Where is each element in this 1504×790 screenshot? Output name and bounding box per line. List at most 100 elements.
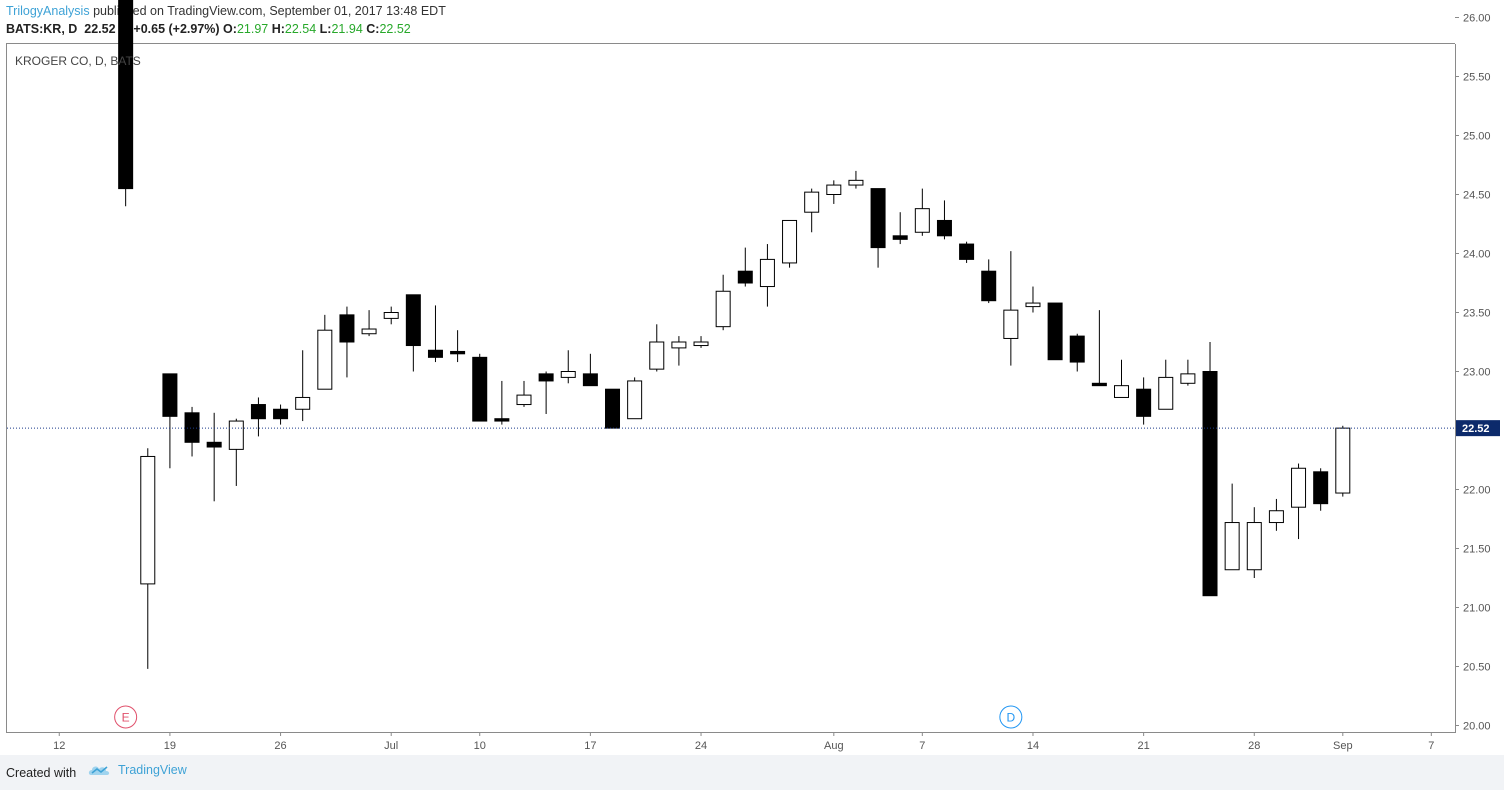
candle[interactable]	[472, 353, 488, 422]
candle[interactable]	[361, 310, 377, 337]
earnings-marker-circle	[114, 705, 138, 729]
candle[interactable]	[494, 380, 510, 425]
candle[interactable]	[162, 373, 178, 469]
candle[interactable]	[560, 350, 576, 384]
candle[interactable]	[184, 406, 200, 457]
candle-body-up	[383, 312, 399, 319]
candle[interactable]	[649, 324, 665, 372]
time-axis[interactable]: 12 19 26 Jul 10 17 24 Aug 7 14 21 28 Sep 7	[7, 732, 1455, 752]
x-tick-label: 14	[1027, 740, 1039, 752]
candle[interactable]	[295, 350, 311, 422]
candle[interactable]	[1136, 377, 1152, 425]
candle[interactable]	[848, 170, 864, 189]
candle[interactable]	[892, 212, 908, 245]
candle[interactable]	[1025, 286, 1041, 313]
candle-body-up	[560, 371, 576, 378]
candle[interactable]	[1224, 483, 1240, 571]
candle-body-down	[206, 441, 222, 448]
candle[interactable]	[693, 336, 709, 348]
x-tick-label: 7	[919, 740, 925, 752]
candle[interactable]	[582, 353, 598, 387]
y-tick-label: 20.50	[1463, 662, 1491, 674]
candle[interactable]	[826, 180, 842, 204]
candle-body-down	[427, 349, 443, 358]
created-with-text: Created with	[6, 766, 77, 780]
candle[interactable]	[804, 188, 820, 233]
ohlc-legend: BATS:KR, D 22.52 ▲ +0.65 (+2.97%) O:21.9…	[6, 22, 411, 38]
candle-body-up	[804, 191, 820, 213]
candle[interactable]	[671, 336, 687, 366]
x-tick-label: 28	[1248, 740, 1260, 752]
candle[interactable]	[936, 200, 952, 240]
candle[interactable]	[1047, 302, 1063, 361]
candle[interactable]	[427, 305, 443, 363]
tradingview-link[interactable]: TradingView	[88, 763, 187, 777]
candle[interactable]	[405, 294, 421, 372]
candle-body-down	[981, 270, 997, 302]
dividend-marker-circle	[999, 705, 1023, 729]
candle[interactable]	[959, 241, 975, 263]
x-tick-label: 7	[1428, 740, 1434, 752]
candle[interactable]	[759, 244, 775, 307]
dividend-marker-label: D	[1007, 711, 1016, 725]
x-tick-label: Aug	[824, 740, 844, 752]
candle[interactable]	[140, 448, 156, 669]
candle[interactable]	[339, 306, 355, 378]
candle-body-down	[582, 373, 598, 387]
candle-body-up	[782, 219, 798, 264]
candle[interactable]	[118, 0, 134, 207]
candle-body-down	[737, 270, 753, 284]
candle[interactable]	[1091, 310, 1107, 387]
candle[interactable]	[273, 404, 289, 425]
candle[interactable]	[870, 188, 886, 268]
candle[interactable]	[1291, 463, 1307, 540]
dividend-marker[interactable]: D	[999, 705, 1023, 729]
candle[interactable]	[1180, 359, 1196, 386]
open-label: O:	[223, 22, 237, 36]
publisher-link[interactable]: TrilogyAnalysis	[6, 4, 90, 18]
candle-body-down	[472, 356, 488, 422]
candle[interactable]	[516, 380, 532, 407]
candle[interactable]	[450, 330, 466, 363]
candle[interactable]	[1202, 342, 1218, 597]
candle-body-down	[339, 314, 355, 343]
candle[interactable]	[737, 247, 753, 287]
candle-body-down	[162, 373, 178, 417]
candle[interactable]	[538, 371, 554, 414]
candle[interactable]	[715, 274, 731, 331]
earnings-marker[interactable]: E	[114, 705, 138, 729]
candle[interactable]	[1069, 333, 1085, 372]
candle-body-down	[870, 188, 886, 249]
candle-body-down	[1136, 388, 1152, 417]
candle-body-down	[494, 418, 510, 422]
candle[interactable]	[1335, 425, 1351, 497]
candle-body-down	[273, 408, 289, 420]
last-price-badge	[1456, 420, 1500, 437]
candlestick-chart[interactable]: 20.0020.5021.0021.5022.0022.5023.0023.50…	[0, 0, 1504, 755]
candle[interactable]	[1246, 507, 1262, 578]
candle[interactable]	[1268, 498, 1284, 531]
tradingview-cloud-icon	[88, 766, 110, 775]
candle[interactable]	[250, 397, 266, 437]
candle-body-up	[361, 328, 377, 335]
candle[interactable]	[914, 188, 930, 236]
candle[interactable]	[981, 259, 997, 304]
candle[interactable]	[782, 219, 798, 268]
published-text: published on TradingView.com, September …	[89, 4, 446, 18]
candle[interactable]	[228, 418, 244, 486]
last-price-line: 22.52	[7, 420, 1500, 437]
y-tick-label: 25.00	[1463, 131, 1491, 143]
candle[interactable]	[317, 314, 333, 390]
candle[interactable]	[1114, 359, 1129, 398]
candle[interactable]	[627, 377, 643, 420]
candle[interactable]	[1158, 359, 1174, 410]
price-axis[interactable]: 20.0020.5021.0021.5022.0022.5023.0023.50…	[1455, 0, 1491, 733]
candle[interactable]	[1313, 468, 1329, 511]
candle[interactable]	[206, 412, 222, 502]
y-tick-label: 26.00	[1463, 13, 1491, 25]
y-tick-label: 23.50	[1463, 308, 1491, 320]
candle[interactable]	[1003, 251, 1019, 366]
candle[interactable]	[605, 388, 621, 429]
candle[interactable]	[383, 306, 399, 325]
